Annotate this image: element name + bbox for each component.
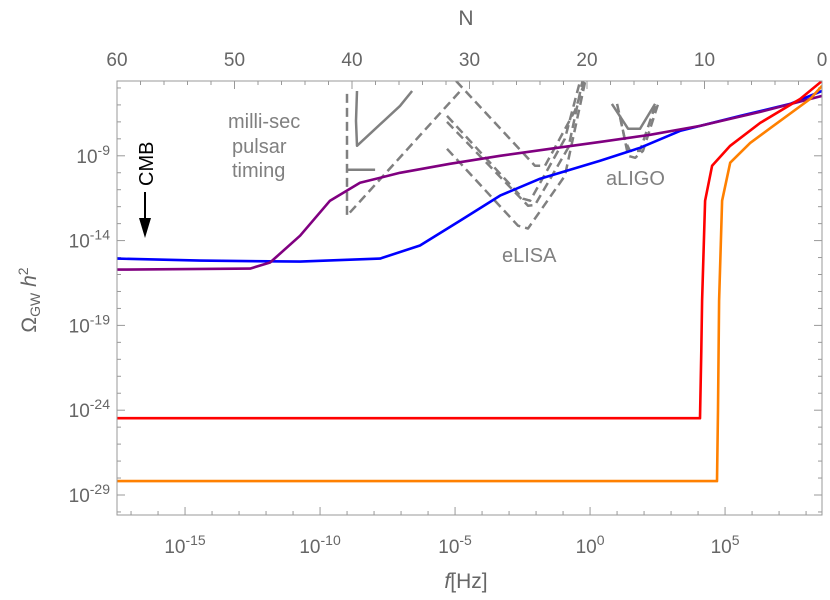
cmb-label: CMB	[136, 142, 158, 186]
y-axis-omega: Ω	[18, 317, 41, 333]
y-axis-sup: 2	[15, 267, 31, 275]
curves	[117, 81, 822, 483]
y-tick-label: 10-29	[69, 481, 111, 507]
y-tick-labels: 10-9 10-14 10-19 10-24 10-29	[69, 142, 111, 507]
x-axis-title-unit: [Hz]	[450, 570, 487, 593]
plot-frame	[116, 80, 823, 516]
top-tick-label: 10	[694, 50, 715, 71]
y-axis-sub: GW	[27, 292, 43, 317]
x-axis-title: f[Hz]	[444, 570, 487, 593]
pulsar-label-3: timing	[232, 160, 285, 182]
pulsar-label-1: milli-sec	[228, 111, 300, 133]
y-tick-label: 10-9	[76, 142, 110, 168]
x-tick-label: 10-5	[438, 532, 472, 558]
axis-ticks	[116, 81, 823, 515]
x-tick-labels: 10-15 10-10 10-5 100 105	[164, 532, 739, 558]
x-axis-title-f: f	[444, 570, 452, 593]
series-line-2	[117, 81, 822, 420]
cmb-arrow-icon	[139, 192, 151, 238]
x-tick-label: 100	[576, 532, 605, 558]
sensitivity-curve-eLISA	[446, 82, 587, 230]
top-tick-label: 20	[576, 50, 597, 71]
y-axis-h: h	[18, 275, 41, 293]
x-tick-label: 105	[711, 532, 740, 558]
top-tick-label: 50	[224, 50, 245, 71]
aligo-label: aLIGO	[606, 168, 665, 190]
top-tick-label: 40	[341, 50, 362, 71]
series-line-0	[117, 89, 822, 263]
x-tick-label: 10-10	[299, 532, 341, 558]
y-tick-label: 10-19	[69, 311, 111, 337]
series-line-1	[117, 94, 822, 271]
top-tick-label: 0	[817, 50, 828, 71]
sensitivity-curve-eLISA	[446, 81, 582, 202]
series-line-3	[117, 85, 822, 483]
y-axis-title: ΩGW h2	[15, 267, 43, 332]
sensitivity-curve-pulsar	[354, 90, 414, 148]
sensitivity-curve-eLISA	[455, 81, 587, 168]
y-tick-label: 10-14	[69, 227, 111, 253]
elisa-label: eLISA	[502, 245, 557, 267]
sensitivity-curve-pulsar	[345, 88, 464, 217]
top-tick-labels: 60 50 40 30 20 10 0	[106, 50, 827, 71]
y-tick-label: 10-24	[69, 396, 111, 422]
top-tick-label: 60	[106, 50, 127, 71]
pulsar-label-2: pulsar	[232, 136, 287, 158]
top-tick-label: 30	[459, 50, 480, 71]
top-axis-title: N	[458, 7, 473, 30]
sensitivity-curve-eLISA	[446, 81, 584, 207]
x-tick-label: 10-15	[164, 532, 206, 558]
